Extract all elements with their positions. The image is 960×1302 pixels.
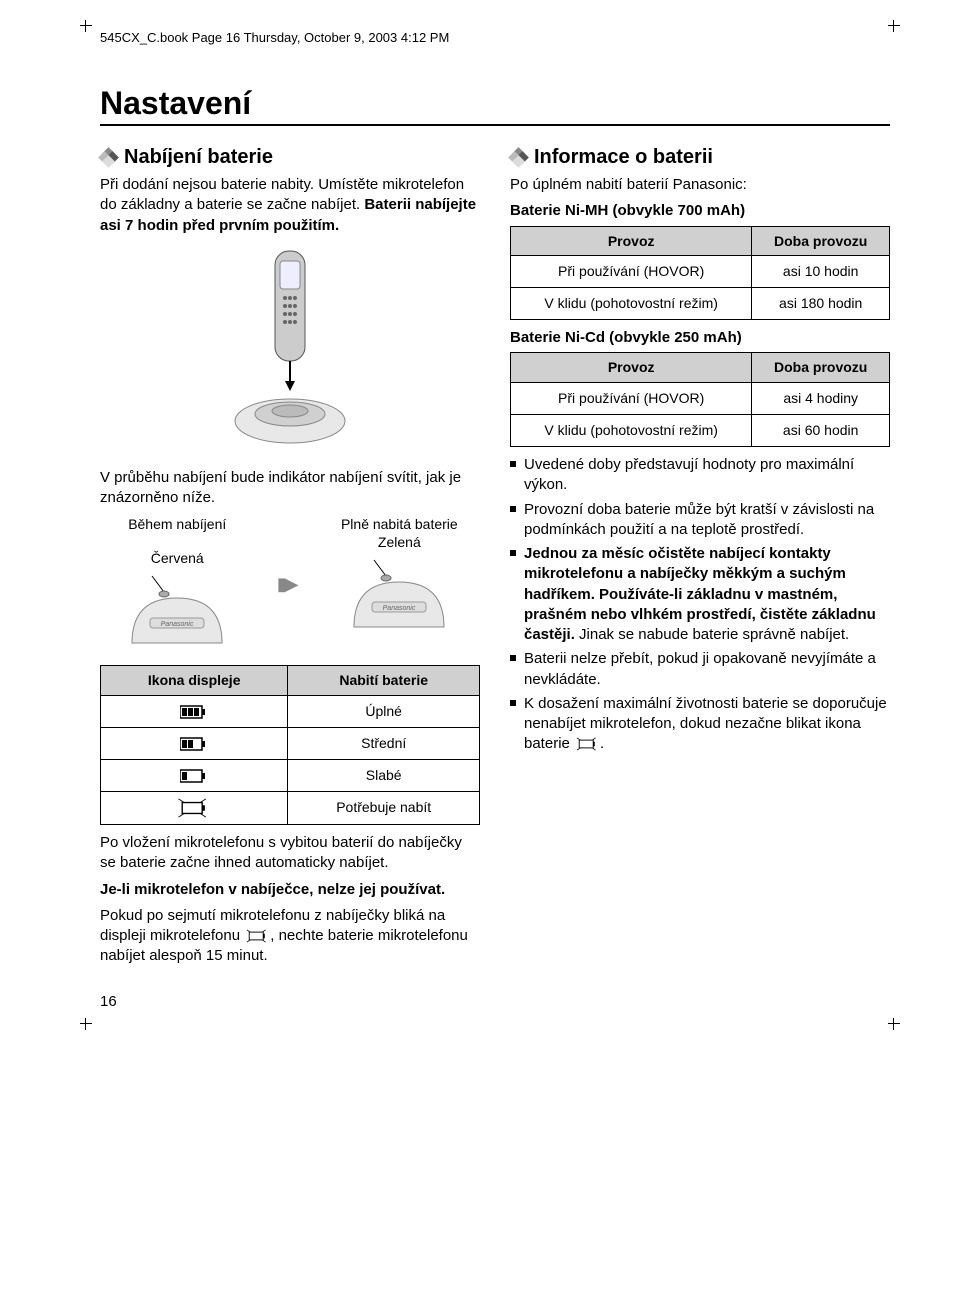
cell: Potřebuje nabít — [288, 791, 480, 824]
th: Ikona displeje — [101, 666, 288, 696]
icon-cell — [101, 696, 288, 728]
list-item: Uvedené doby představují hodnoty pro max… — [510, 455, 890, 496]
section-heading-info: Informace o baterii — [510, 144, 890, 171]
charging-block: Během nabíjení Červená Panasonic — [122, 515, 232, 654]
charger-red-icon: Panasonic — [122, 568, 232, 648]
handset-figure — [100, 246, 480, 452]
battery-empty-icon — [244, 929, 270, 943]
cell: asi 180 hodin — [752, 288, 890, 320]
table-row: Při používání (HOVOR) asi 4 hodiny — [511, 383, 890, 415]
para: Po vložení mikrotelefonu s vybitou bater… — [100, 833, 480, 874]
label: Během nabíjení — [122, 515, 232, 534]
list-item: Provozní doba baterie může být kratší v … — [510, 500, 890, 541]
content-columns: Nabíjení baterie Při dodání nejsou bater… — [100, 144, 890, 973]
table-row: V klidu (pohotovostní režim) asi 180 hod… — [511, 288, 890, 320]
crop-mark-icon — [80, 1018, 92, 1030]
span: . — [600, 735, 604, 752]
arrow-icon: ▮▶ — [277, 572, 297, 596]
section-heading-text: Nabíjení baterie — [124, 144, 273, 171]
table-row: Střední — [101, 727, 480, 759]
battery-icon-table: Ikona displeje Nabití baterie Úplné Stře… — [100, 665, 480, 825]
section-heading-text: Informace o baterii — [534, 144, 713, 171]
handset-on-base-icon — [225, 246, 355, 446]
charger-green-icon: Panasonic — [344, 552, 454, 632]
para: V průběhu nabíjení bude indikátor nabíje… — [100, 468, 480, 509]
diamond-bullet-icon — [510, 149, 528, 167]
th: Doba provozu — [752, 226, 890, 256]
crop-mark-icon — [888, 1018, 900, 1030]
list-item: Baterii nelze přebít, pokud ji opakovaně… — [510, 649, 890, 690]
battery-empty-icon — [574, 737, 600, 751]
th: Nabití baterie — [288, 666, 480, 696]
cell: Při používání (HOVOR) — [511, 383, 752, 415]
para-bold: Je-li mikrotelefon v nabíječce, nelze je… — [100, 880, 480, 900]
left-column: Nabíjení baterie Při dodání nejsou bater… — [100, 144, 480, 973]
cell: Úplné — [288, 696, 480, 728]
notes-list: Uvedené doby představují hodnoty pro max… — [510, 455, 890, 755]
para: Při dodání nejsou baterie nabity. Umístě… — [100, 175, 480, 236]
table-row: Slabé — [101, 759, 480, 791]
cell: V klidu (pohotovostní režim) — [511, 288, 752, 320]
cell: V klidu (pohotovostní režim) — [511, 415, 752, 447]
th: Provoz — [511, 226, 752, 256]
table-row: Úplné — [101, 696, 480, 728]
charge-indicator-row: Během nabíjení Červená Panasonic ▮▶ Plně… — [100, 515, 480, 654]
nicd-table: Provoz Doba provozu Při používání (HOVOR… — [510, 352, 890, 447]
span: Jinak se nabude baterie správně nabíjet. — [575, 626, 849, 643]
cell: asi 4 hodiny — [752, 383, 890, 415]
icon-cell — [101, 791, 288, 824]
cell: asi 10 hodin — [752, 256, 890, 288]
para: Pokud po sejmutí mikrotelefonu z nabíječ… — [100, 906, 480, 967]
section-heading-charging: Nabíjení baterie — [100, 144, 480, 171]
icon-cell — [101, 759, 288, 791]
svg-text:Panasonic: Panasonic — [161, 621, 194, 628]
charged-block: Plně nabitá baterie Zelená Panasonic — [341, 515, 458, 638]
nimh-table: Provoz Doba provozu Při používání (HOVOR… — [510, 226, 890, 321]
cell: Slabé — [288, 759, 480, 791]
cell: asi 60 hodin — [752, 415, 890, 447]
table-caption: Baterie Ni-Cd (obvykle 250 mAh) — [510, 328, 890, 348]
label: Plně nabitá baterie — [341, 515, 458, 534]
svg-text:Panasonic: Panasonic — [383, 605, 416, 612]
list-item: K dosažení maximální životnosti baterie … — [510, 694, 890, 755]
th: Provoz — [511, 353, 752, 383]
table-row: V klidu (pohotovostní režim) asi 60 hodi… — [511, 415, 890, 447]
right-column: Informace o baterii Po úplném nabití bat… — [510, 144, 890, 973]
label-red: Červená — [122, 549, 232, 568]
page-number: 16 — [100, 993, 890, 1010]
page-title: Nastavení — [100, 85, 890, 126]
table-caption: Baterie Ni-MH (obvykle 700 mAh) — [510, 201, 890, 221]
label-green: Zelená — [341, 533, 458, 552]
table-row: Při používání (HOVOR) asi 10 hodin — [511, 256, 890, 288]
page-header: 545CX_C.book Page 16 Thursday, October 9… — [100, 30, 890, 45]
page: 545CX_C.book Page 16 Thursday, October 9… — [0, 0, 960, 1050]
table-row: Potřebuje nabít — [101, 791, 480, 824]
cell: Při používání (HOVOR) — [511, 256, 752, 288]
crop-mark-icon — [888, 20, 900, 32]
diamond-bullet-icon — [100, 149, 118, 167]
crop-mark-icon — [80, 20, 92, 32]
list-item: Jednou za měsíc očistěte nabíjecí kontak… — [510, 544, 890, 645]
icon-cell — [101, 727, 288, 759]
cell: Střední — [288, 727, 480, 759]
para: Po úplném nabití baterií Panasonic: — [510, 175, 890, 195]
th: Doba provozu — [752, 353, 890, 383]
